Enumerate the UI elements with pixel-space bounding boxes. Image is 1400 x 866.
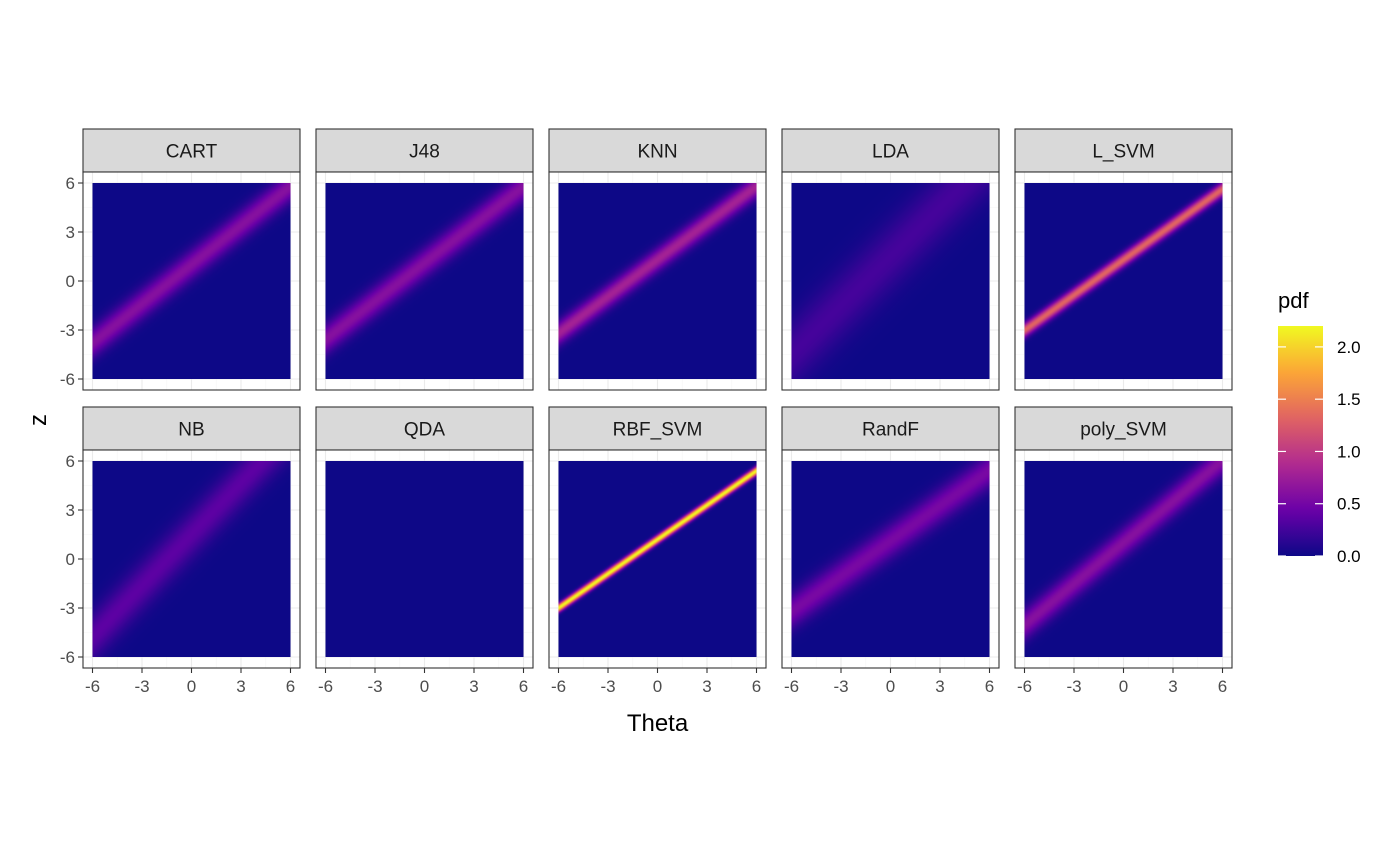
x-tick-label: 3 [469,677,478,696]
facet-strip [1014,406,1233,451]
x-tick-label: 3 [1168,677,1177,696]
facet-panel-rbf-svm: RBF_SVM -6 -3 0 3 6 [548,406,767,696]
y-axis-title: z [25,414,52,426]
y-tick-label: -6 [60,648,75,667]
facet-panel-nb: NB -6 -3 0 3 6 -6 -3 0 3 6 [60,406,301,696]
x-tick-label: 6 [519,677,528,696]
density-heatmap [325,183,524,379]
facet-panel-qda: QDA -6 -3 0 3 6 [315,406,534,696]
y-tick-label: 0 [66,272,75,291]
x-tick-label: 0 [420,677,429,696]
x-tick-label: -3 [833,677,848,696]
facet-panel-l-svm: L_SVM [1014,128,1233,391]
y-tick-label: 3 [66,223,75,242]
x-tick-label: -3 [367,677,382,696]
x-tick-label: 0 [1119,677,1128,696]
x-tick-label: 6 [752,677,761,696]
colorbar [1278,326,1323,556]
facet-panel-cart: CART -6 -3 0 3 6 [60,128,301,391]
panel-border [315,171,534,391]
x-tick-label: -6 [318,677,333,696]
density-heatmap [92,461,291,657]
density-heatmap [325,461,524,657]
facet-strip [781,128,1000,173]
x-tick-label: 6 [286,677,295,696]
facet-strip [1014,128,1233,173]
panel-border [781,171,1000,391]
density-heatmap [791,183,990,379]
density-heatmap [92,183,291,379]
facet-strip-label: QDA [404,420,446,441]
x-tick-label: 6 [1218,677,1227,696]
x-tick-label: -6 [784,677,799,696]
y-tick-label: -6 [60,370,75,389]
y-tick-label: -3 [60,599,75,618]
x-tick-label: 3 [702,677,711,696]
facet-strip [82,406,301,451]
facet-strip-label: poly_SVM [1080,420,1167,441]
colorbar-tick-label: 1.5 [1337,390,1361,409]
facet-panel-lda: LDA [781,128,1000,391]
colorbar-tick-label: 2.0 [1337,338,1361,357]
panel-border [548,171,767,391]
x-tick-label: 3 [935,677,944,696]
legend-title: pdf [1278,288,1309,313]
density-heatmap [558,461,757,657]
y-tick-label: 0 [66,550,75,569]
y-tick-label: 6 [66,452,75,471]
facet-strip [548,128,767,173]
facet-strip-label: CART [166,142,218,163]
facet-strip [315,406,534,451]
facet-panel-knn: KNN [548,128,767,391]
density-heatmap [791,461,990,657]
x-tick-label: 0 [886,677,895,696]
facet-strip [548,406,767,451]
facet-panel-j48: J48 [315,128,534,391]
x-tick-label: 3 [236,677,245,696]
facet-strip [315,128,534,173]
x-tick-label: 0 [653,677,662,696]
colorbar-tick-label: 0.0 [1337,547,1361,566]
y-tick-label: -3 [60,321,75,340]
facet-panels: CART -6 -3 0 3 6 J48 KNN LDA L_SVM NB -6 -3 0 3 6 -6 -3 0 3… [60,128,1233,696]
x-tick-label: -3 [1066,677,1081,696]
facet-panel-poly-svm: poly_SVM -6 -3 0 3 6 [1014,406,1233,696]
facet-panel-randf: RandF -6 -3 0 3 6 [781,406,1000,696]
x-tick-label: -6 [1017,677,1032,696]
x-tick-label: -3 [600,677,615,696]
x-tick-label: 6 [985,677,994,696]
density-heatmap [1024,183,1223,379]
colorbar-tick-label: 1.0 [1337,442,1361,461]
colorbar-legend: pdf 0.0 0.5 1.0 1.5 2.0 [1278,288,1361,566]
density-heatmap [558,183,757,379]
x-tick-label: -6 [85,677,100,696]
density-heatmap [1024,461,1223,657]
facet-strip-label: J48 [409,142,440,163]
y-tick-label: 3 [66,501,75,520]
facet-strip-label: RBF_SVM [613,420,703,441]
x-tick-label: -3 [134,677,149,696]
x-tick-label: -6 [551,677,566,696]
colorbar-tick-label: 0.5 [1337,495,1361,514]
facet-strip-label: RandF [862,420,919,441]
facet-strip [781,406,1000,451]
facet-strip-label: KNN [637,142,677,163]
x-tick-label: 0 [187,677,196,696]
y-tick-label: 6 [66,174,75,193]
facet-strip-label: LDA [872,142,909,163]
panel-border [1014,171,1233,391]
facet-strip-label: NB [178,420,204,441]
facet-strip-label: L_SVM [1092,142,1154,163]
x-axis-title: Theta [627,710,689,737]
facet-strip [82,128,301,173]
